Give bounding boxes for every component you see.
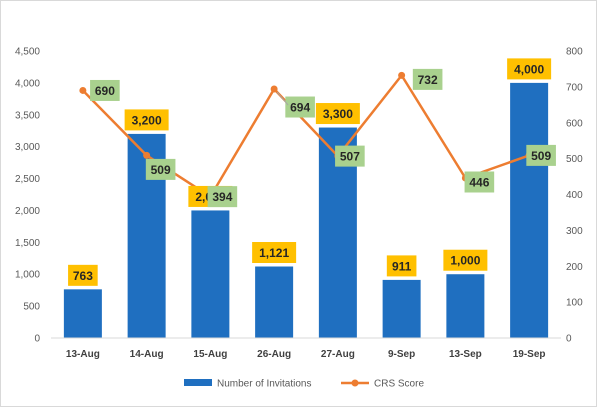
line-data-label-box — [285, 96, 315, 118]
right-axis-tick-label: 200 — [566, 262, 583, 273]
line-point — [143, 151, 151, 159]
leader-line — [276, 91, 289, 106]
line-data-label-text: 394 — [212, 190, 232, 204]
line-data-label: 446 — [464, 171, 495, 193]
line-data-label-text: 507 — [340, 150, 360, 164]
bar — [191, 210, 230, 338]
line-data-label-text: 694 — [290, 101, 310, 115]
bar-data-label-box — [252, 242, 297, 264]
bar — [255, 266, 294, 338]
line-data-label-box — [464, 171, 495, 193]
legend-label: CRS Score — [374, 379, 424, 390]
line-data-label: 509 — [145, 158, 176, 180]
line-data-label: 694 — [285, 96, 315, 118]
bar-data-label-box — [124, 109, 169, 131]
right-axis-tick-label: 300 — [566, 226, 583, 237]
legend: Number of Invitations CRS Score — [184, 379, 424, 390]
line-data-label-text: 690 — [95, 84, 115, 98]
line-data-label-box — [412, 68, 443, 90]
bar-data-label: 1,121 — [252, 242, 297, 264]
category-label: 14-Aug — [130, 349, 164, 360]
bar-data-label-text: 3,300 — [323, 107, 353, 121]
right-axis-tick-label: 400 — [566, 190, 583, 201]
category-label: 26-Aug — [257, 349, 291, 360]
bar-data-label: 4,000 — [507, 58, 552, 80]
bar-data-label-text: 4,000 — [514, 62, 544, 76]
bar-data-label-box — [386, 255, 417, 277]
category-label: 19-Sep — [513, 349, 546, 360]
right-axis-ticks: 0 100 200 300 400 500 600 700 800 — [566, 47, 583, 345]
bar-data-label-text: 1,000 — [450, 254, 480, 268]
line-data-label-text: 509 — [531, 149, 551, 163]
category-labels: 13-Aug 14-Aug 15-Aug 26-Aug 27-Aug 9-Sep 13-Se… — [66, 349, 546, 360]
legend-swatch-marker — [351, 379, 359, 387]
bar-data-label-box — [68, 264, 98, 286]
category-label: 9-Sep — [388, 349, 415, 360]
line-data-label-box — [90, 79, 120, 101]
right-axis-tick-label: 0 — [566, 334, 572, 345]
bar-data-label-text: 911 — [392, 259, 412, 273]
right-axis-tick-label: 600 — [566, 118, 583, 129]
line-data-label: 690 — [90, 79, 120, 101]
bar-data-label-box — [443, 249, 488, 271]
left-axis-tick-label: 4,000 — [15, 78, 40, 89]
left-axis-tick-label: 4,500 — [15, 47, 40, 58]
bar-data-label-text: 1,121 — [259, 246, 289, 260]
line-data-label-text: 732 — [418, 73, 438, 87]
bar — [63, 289, 102, 338]
line-point — [79, 86, 87, 94]
bar-data-label: 763 — [68, 264, 98, 286]
legend-label: Number of Invitations — [217, 379, 312, 390]
category-label: 27-Aug — [321, 349, 355, 360]
line-data-label-text: 509 — [151, 163, 171, 177]
right-axis-tick-label: 700 — [566, 82, 583, 93]
left-axis-tick-label: 500 — [23, 302, 40, 313]
bar-data-label: 3,300 — [315, 103, 360, 125]
bar-data-label: 1,000 — [443, 249, 488, 271]
left-axis-tick-label: 2,500 — [15, 174, 40, 185]
left-axis-tick-label: 0 — [34, 334, 40, 345]
bar-data-label-text: 3,200 — [132, 113, 162, 127]
bar-data-label: 911 — [386, 255, 417, 277]
line-data-label-text: 446 — [469, 175, 489, 189]
bar — [510, 82, 549, 338]
category-label: 13-Sep — [449, 349, 482, 360]
bar — [446, 274, 485, 338]
bar-data-label: 3,200 — [124, 109, 169, 131]
line-point — [398, 71, 406, 79]
bar-data-label-box — [315, 103, 360, 125]
line-data-label: 509 — [526, 144, 556, 166]
line-data-label-box — [145, 158, 176, 180]
line-data-label-box — [335, 145, 365, 167]
left-axis-tick-label: 2,000 — [15, 206, 40, 217]
line-data-label-box — [207, 186, 238, 208]
category-label: 13-Aug — [66, 349, 100, 360]
left-axis-tick-label: 3,000 — [15, 142, 40, 153]
category-label: 15-Aug — [193, 349, 227, 360]
left-axis-tick-label: 1,000 — [15, 270, 40, 281]
right-axis-tick-label: 500 — [566, 154, 583, 165]
bar-data-label-box — [507, 58, 552, 80]
left-axis-tick-label: 3,500 — [15, 110, 40, 121]
bar — [382, 279, 421, 338]
line-data-label: 394 — [207, 186, 238, 208]
line-data-labels: 690 509 394 694 507 732 446 509 — [90, 68, 556, 208]
legend-swatch-bar — [184, 379, 212, 386]
bar-data-label-text: 763 — [73, 269, 93, 283]
line-data-label-box — [526, 144, 556, 166]
line-data-label: 507 — [335, 145, 365, 167]
right-axis-tick-label: 800 — [566, 47, 583, 58]
left-axis-tick-label: 1,500 — [15, 238, 40, 249]
right-axis-tick-label: 100 — [566, 298, 583, 309]
left-axis-ticks: 0 500 1,000 1,500 2,000 2,500 3,000 3,500 4,000 4… — [15, 47, 40, 345]
line-data-label: 732 — [412, 68, 443, 90]
line-point — [270, 85, 278, 93]
